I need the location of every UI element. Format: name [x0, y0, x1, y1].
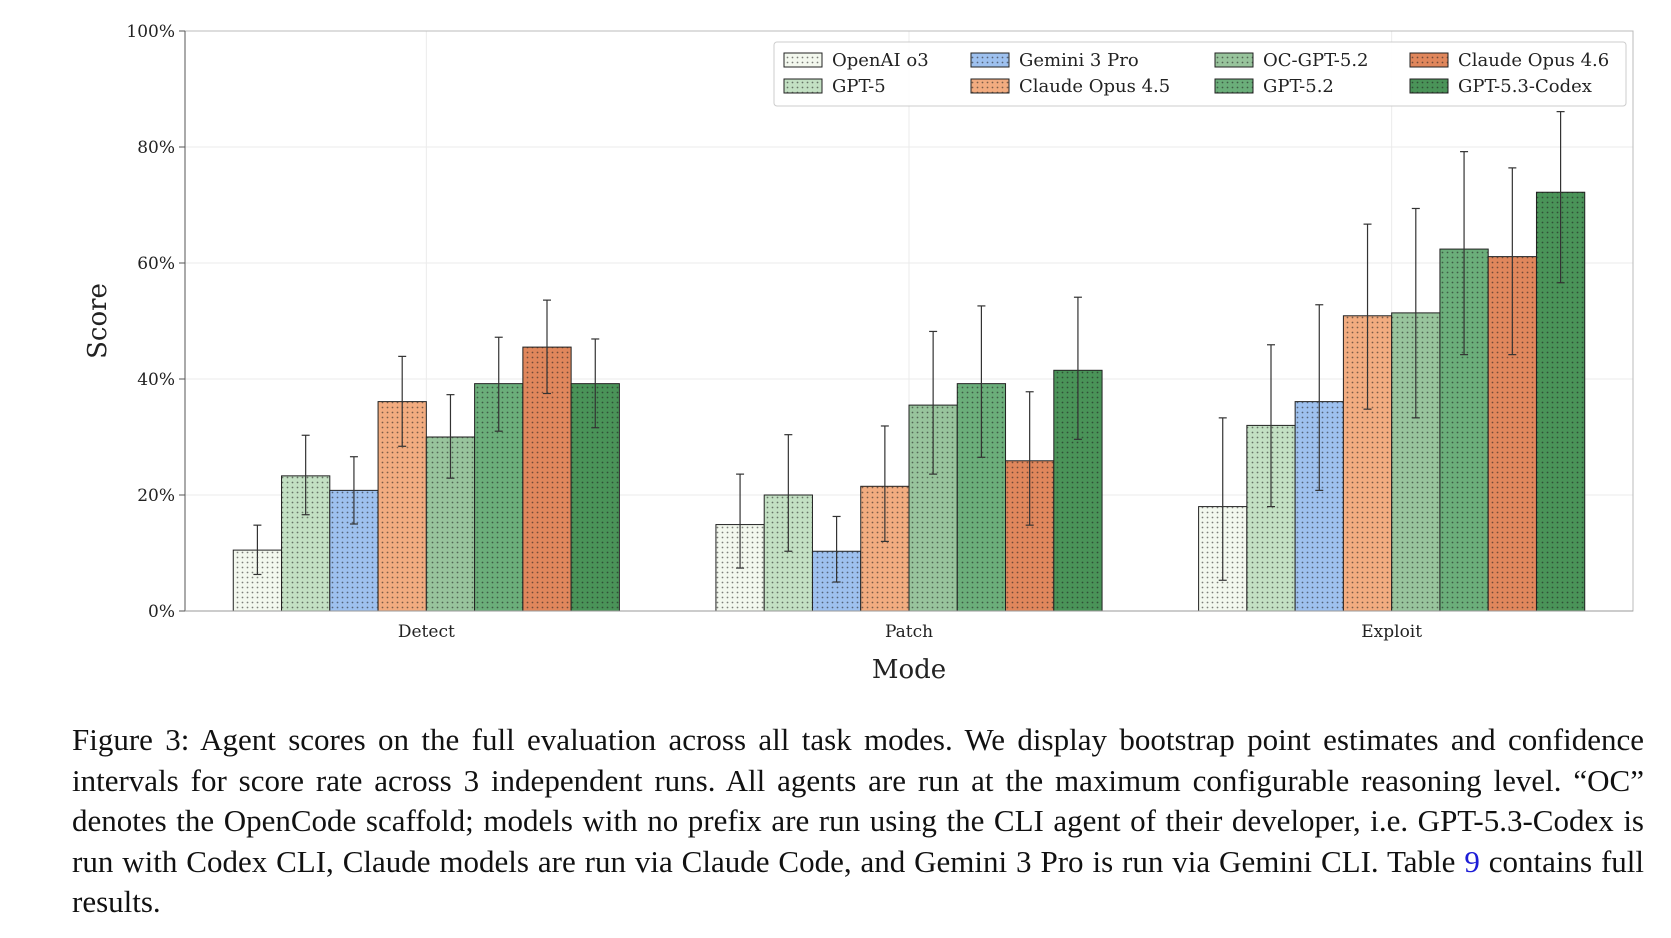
figure-caption: Figure 3: Agent scores on the full evalu…	[72, 720, 1644, 923]
legend-label: GPT-5.3-Codex	[1458, 76, 1592, 97]
x-tick-label: Detect	[398, 622, 455, 642]
x-axis-label: Mode	[872, 655, 946, 685]
legend-swatch-hatch	[971, 79, 1009, 93]
legend-swatch-hatch	[784, 53, 822, 67]
legend-swatch-hatch	[1215, 53, 1253, 67]
table-reference-link[interactable]: 9	[1464, 843, 1480, 879]
y-tick-label: 0%	[148, 602, 175, 622]
y-tick-label: 80%	[137, 138, 175, 158]
axes: 0% 20% 40% 60% 80% 100% Detect Patch Exploit Mode…	[83, 22, 1634, 685]
x-tick-label: Exploit	[1361, 622, 1422, 642]
y-axis-label: Score	[83, 283, 113, 359]
y-tick-label: 40%	[137, 370, 175, 390]
y-tick-label: 60%	[137, 254, 175, 274]
legend-swatch-hatch	[1215, 79, 1253, 93]
caption-text-end: contains full results.	[72, 843, 1645, 920]
legend-swatch-hatch	[971, 53, 1009, 67]
legend-swatch-hatch	[784, 79, 822, 93]
legend-swatch-hatch	[1410, 79, 1448, 93]
x-tick-label: Patch	[885, 622, 933, 642]
legend-label: Gemini 3 Pro	[1019, 50, 1139, 71]
legend-label: GPT-5.2	[1263, 76, 1334, 97]
caption-text: Figure 3: Agent scores on the full evalu…	[72, 722, 1644, 879]
score-bar-chart: 0% 20% 40% 60% 80% 100% Detect Patch Exploit Mode…	[83, 22, 1634, 685]
legend-label: OC-GPT-5.2	[1263, 50, 1369, 71]
legend-label: Claude Opus 4.5	[1019, 76, 1170, 97]
legend-swatch-hatch	[1410, 53, 1448, 67]
legend-label: Claude Opus 4.6	[1458, 50, 1609, 71]
error-bars	[253, 111, 1565, 583]
legend-label: GPT-5	[832, 76, 886, 97]
y-tick-label: 100%	[126, 22, 175, 42]
y-tick-label: 20%	[137, 486, 175, 506]
legend: OpenAI o3 GPT-5 Gemini 3 Pro Claude Opus 4.…	[773, 41, 1627, 107]
legend-label: OpenAI o3	[832, 50, 929, 71]
